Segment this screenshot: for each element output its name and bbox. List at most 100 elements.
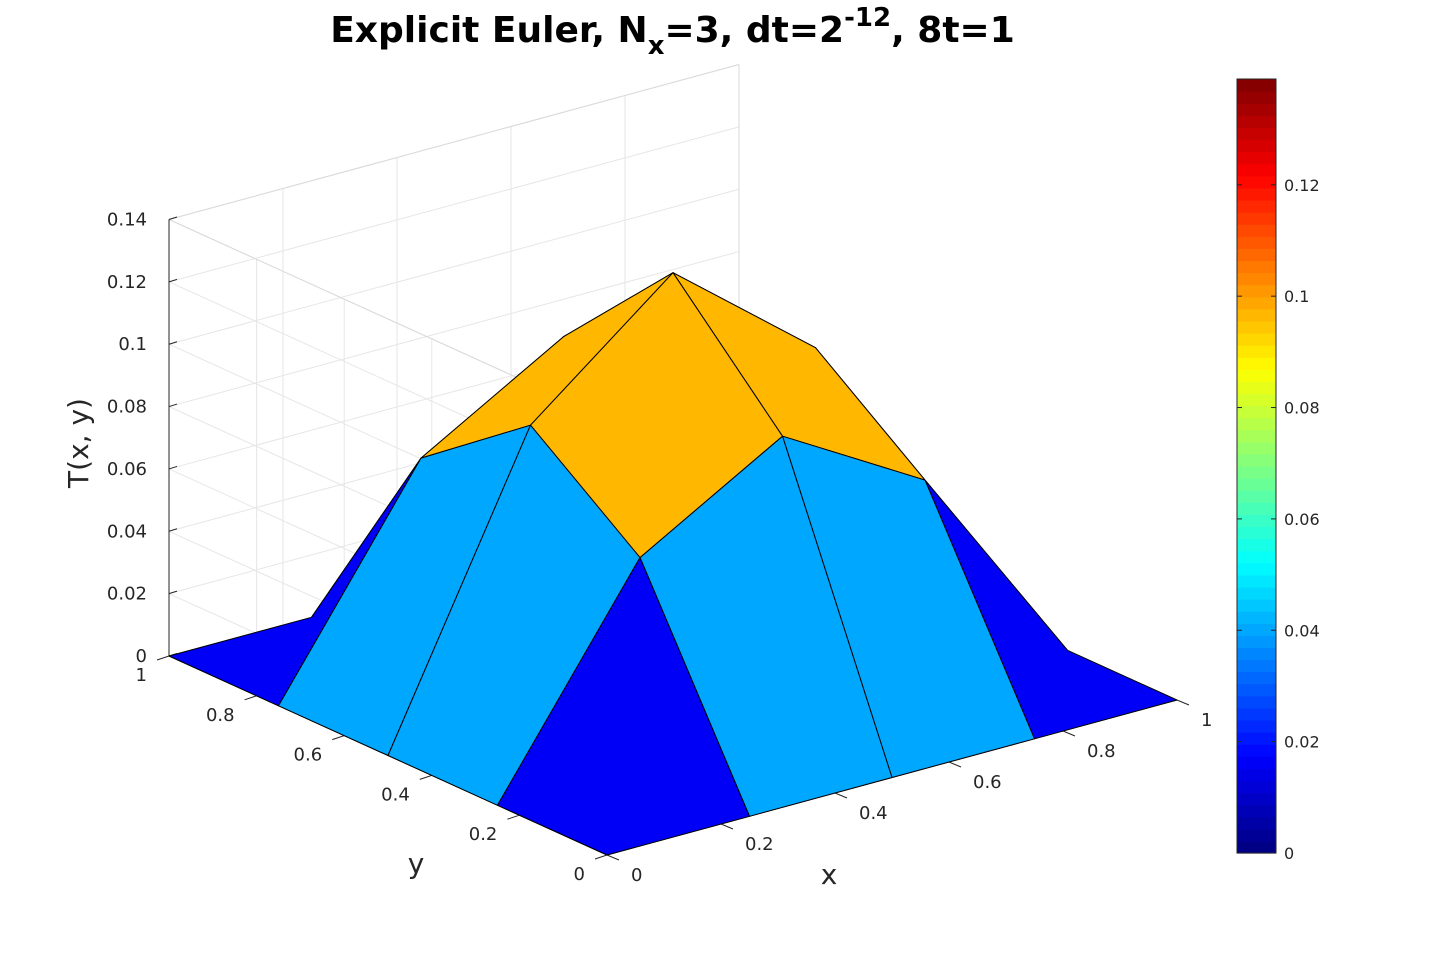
colorbar-swatch — [1237, 635, 1276, 648]
colorbar-swatch — [1237, 695, 1276, 709]
colorbar-swatch — [1237, 466, 1276, 479]
y-tick-label: 0.4 — [381, 784, 410, 805]
colorbar-swatch — [1237, 562, 1276, 576]
colorbar-swatch — [1237, 151, 1276, 165]
colorbar-swatch — [1237, 91, 1276, 104]
colorbar-tick-label: 0.02 — [1284, 733, 1320, 752]
colorbar-swatch — [1237, 707, 1276, 721]
z-tick — [168, 341, 178, 345]
y-tick-label: 0.2 — [469, 824, 498, 845]
colorbar-swatch — [1237, 308, 1276, 322]
surface-layer — [168, 272, 1178, 856]
colorbar-swatch — [1237, 103, 1276, 116]
colorbar-swatch — [1237, 490, 1276, 503]
colorbar-swatch — [1237, 780, 1276, 794]
z-tick — [168, 590, 178, 595]
colorbar-swatch — [1237, 127, 1276, 141]
colorbar-swatch — [1237, 768, 1276, 782]
colorbar-swatch — [1237, 417, 1276, 431]
colorbar-swatch — [1237, 381, 1276, 395]
colorbar-swatch — [1237, 248, 1276, 261]
surface-patch — [497, 557, 750, 856]
colorbar-swatch — [1237, 744, 1276, 757]
colorbar-swatch — [1237, 514, 1276, 528]
colorbar-swatch — [1237, 199, 1276, 213]
colorbar-swatch — [1237, 611, 1276, 624]
colorbar-swatch — [1237, 671, 1276, 685]
z-axis-label: T(x, y) — [62, 398, 95, 489]
x-tick — [834, 792, 848, 799]
colorbar-frame — [1236, 78, 1277, 854]
y-tick — [156, 655, 170, 661]
colorbar-swatch — [1237, 345, 1276, 358]
colorbar-swatch — [1237, 538, 1276, 552]
colorbar-swatch — [1237, 659, 1276, 673]
colorbar-swatch — [1237, 163, 1276, 177]
x-tick-label: 0 — [631, 865, 642, 886]
grid-line — [168, 251, 740, 408]
colorbar-swatch — [1237, 502, 1276, 515]
colorbar-swatch — [1237, 683, 1276, 697]
colorbar-swatch — [1237, 599, 1276, 612]
title-main: Explicit Euler, N — [330, 10, 648, 51]
y-tick — [244, 695, 257, 701]
colorbar-swatch — [1237, 828, 1276, 842]
colorbar-swatch — [1237, 212, 1276, 225]
colorbar-swatch — [1237, 429, 1276, 443]
z-tick — [168, 465, 178, 470]
y-tick — [332, 735, 345, 741]
z-tick-label: 0.14 — [107, 210, 147, 231]
colorbar-swatch — [1237, 260, 1276, 274]
title-middle: =3, dt=2 — [664, 10, 845, 51]
z-tick — [168, 278, 178, 283]
colorbar-swatch — [1237, 332, 1276, 346]
title-subscript: x — [647, 31, 665, 61]
colorbar-tick-label: 0.1 — [1284, 287, 1309, 306]
colorbar-tick-label: 0.08 — [1284, 399, 1320, 418]
colorbar-swatch — [1237, 369, 1276, 382]
colorbar-swatch — [1237, 405, 1276, 419]
colorbar-swatch — [1237, 175, 1276, 189]
colorbar-swatch — [1237, 284, 1276, 298]
y-tick-label: 1 — [136, 665, 147, 686]
colorbar-swatch — [1237, 647, 1276, 661]
title-suffix: , 8t=1 — [891, 10, 1015, 51]
colorbar-swatch — [1237, 79, 1276, 92]
z-tick — [168, 528, 178, 532]
colorbar-swatch — [1237, 441, 1276, 455]
colorbar-tick-label: 0.12 — [1284, 176, 1320, 195]
x-tick-label: 0.2 — [745, 834, 774, 855]
colorbar-swatch — [1237, 792, 1276, 806]
box-edge — [168, 64, 740, 220]
y-tick-label: 0 — [574, 864, 585, 885]
x-axis-label: x — [821, 858, 838, 891]
z-tick-label: 0.12 — [107, 272, 147, 293]
z-tick — [168, 403, 178, 408]
grid-line — [168, 188, 740, 345]
z-tick-label: 0.06 — [107, 459, 147, 480]
x-tick — [1062, 730, 1076, 737]
colorbar-swatch — [1237, 574, 1276, 588]
colorbar-swatch — [1237, 320, 1276, 334]
colorbar-swatch — [1237, 187, 1276, 201]
y-tick — [419, 774, 432, 780]
grid-line — [168, 126, 740, 283]
chart-title: Explicit Euler, Nx=3, dt=2-12, 8t=1 — [0, 3, 1345, 61]
y-axis-label: y — [408, 847, 425, 880]
colorbar-tick-label: 0.04 — [1284, 621, 1320, 640]
y-tick-label: 0.6 — [294, 745, 323, 766]
z-tick — [168, 216, 178, 220]
colorbar-swatch — [1237, 816, 1276, 830]
x-tick-label: 1 — [1201, 710, 1212, 731]
colorbar-tick-label: 0.06 — [1284, 510, 1320, 529]
x-tick — [606, 854, 620, 861]
z-tick-label: 0 — [136, 646, 147, 667]
labels-layer: x y T(x, y) — [62, 398, 837, 891]
colorbar-swatch — [1237, 296, 1276, 310]
colorbar: 0 0.02 0.04 0.06 0.08 0.1 0.12 — [1236, 78, 1320, 863]
colorbar-swatch — [1237, 224, 1276, 237]
colorbar-swatch — [1237, 623, 1276, 636]
z-tick-label: 0.02 — [107, 584, 147, 605]
colorbar-swatch — [1237, 139, 1276, 153]
